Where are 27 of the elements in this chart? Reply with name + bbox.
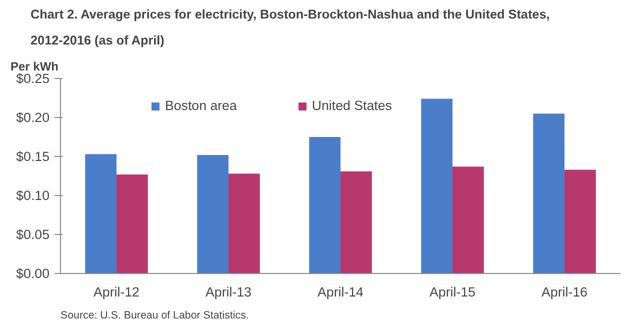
y-axis-title: Per kWh [10, 60, 59, 74]
source-note: Source: U.S. Bureau of Labor Statistics. [60, 310, 249, 322]
x-tick-label: April-16 [542, 284, 588, 300]
bar [116, 174, 148, 274]
bar [533, 114, 564, 274]
bar [309, 137, 340, 274]
bar [340, 171, 372, 274]
y-tick-label: $0.00 [16, 266, 50, 281]
x-tick-label: April-14 [318, 284, 364, 300]
y-tick-label: $0.20 [16, 110, 50, 125]
y-tick-label: $0.15 [16, 149, 50, 164]
x-tick-label: April-15 [430, 284, 476, 300]
y-tick-label: $0.05 [16, 227, 50, 242]
x-tick-label: April-12 [94, 284, 140, 300]
bar [85, 154, 116, 274]
y-tick-label: $0.25 [16, 71, 50, 86]
chart-subtitle: 2012-2016 (as of April) [30, 34, 164, 48]
bar [197, 154, 228, 274]
legend-label: Boston area [165, 98, 237, 113]
bar [564, 170, 596, 274]
bar [228, 174, 260, 274]
bar [421, 98, 452, 274]
chart-title: Chart 2. Average prices for electricity, Boston-Brockton-Nashua and the United States, [30, 8, 550, 22]
x-tick-label: April-13 [206, 284, 252, 300]
legend-label: United States [312, 98, 392, 113]
bar [452, 166, 484, 274]
y-tick-label: $0.10 [16, 188, 50, 203]
